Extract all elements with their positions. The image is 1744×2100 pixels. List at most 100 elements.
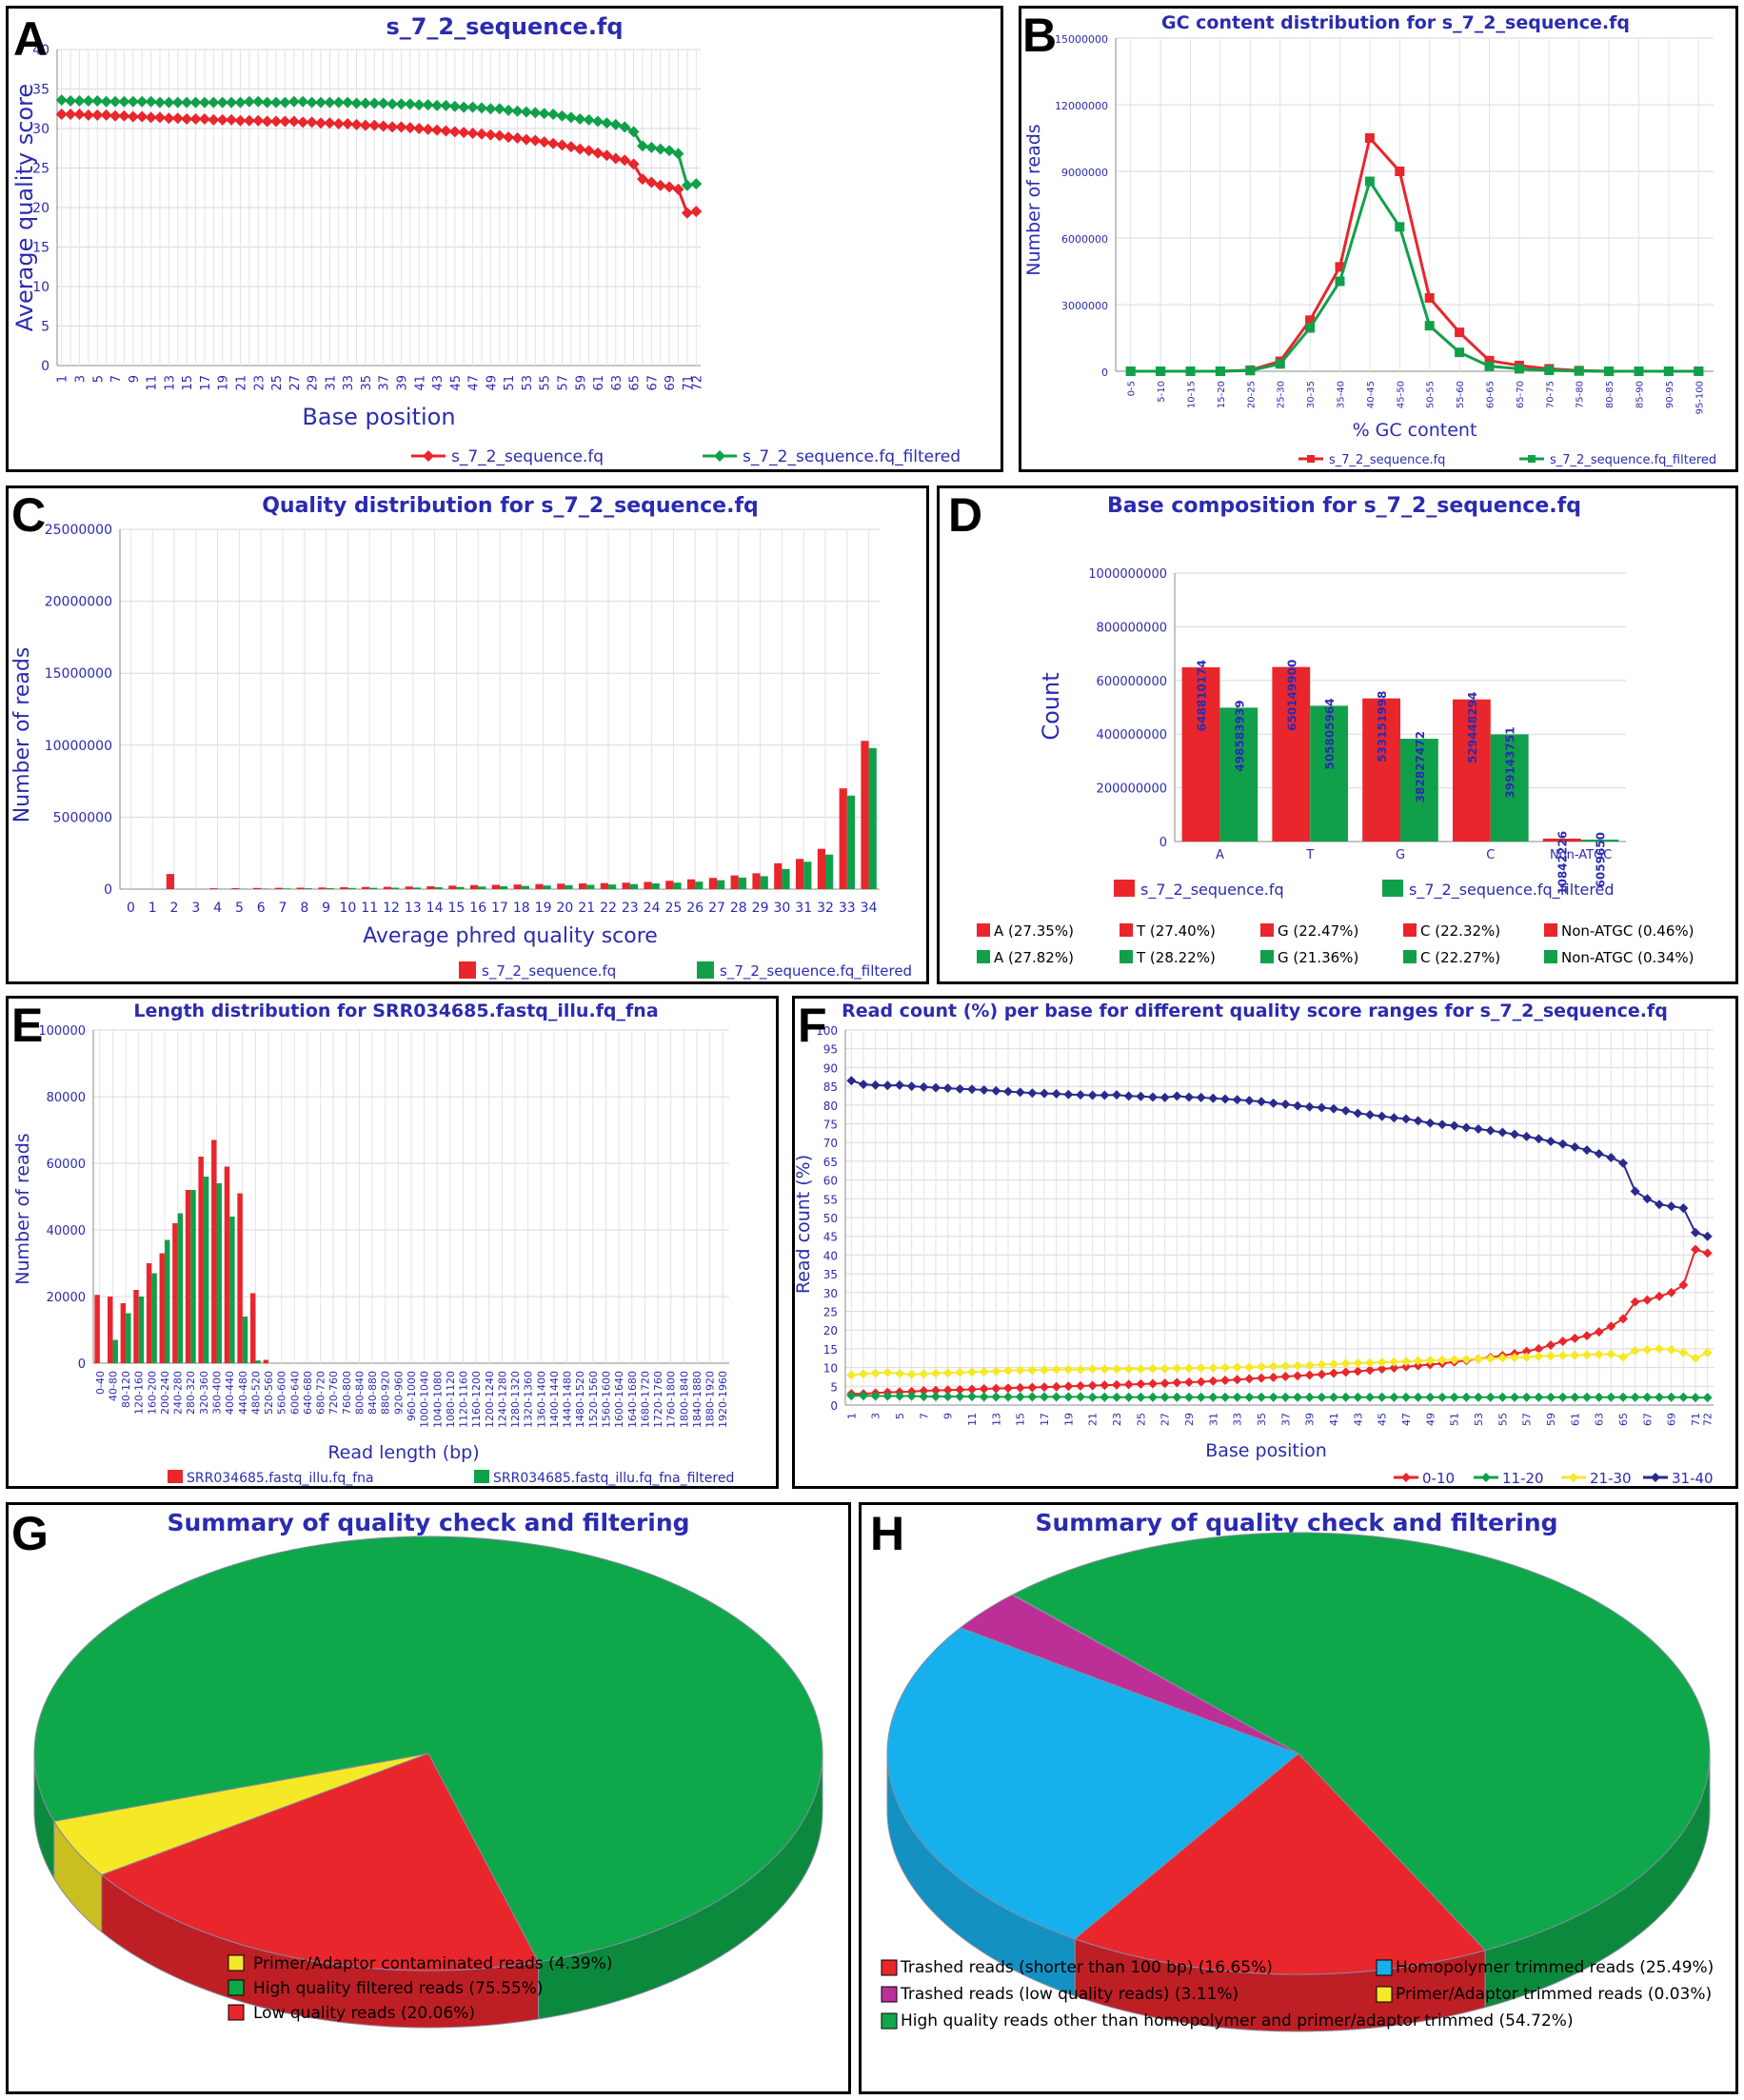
data-point xyxy=(466,127,479,139)
data-point xyxy=(1063,1364,1074,1375)
data-point xyxy=(1395,167,1405,176)
percent-label: Non-ATGC (0.46%) xyxy=(1561,922,1694,940)
x-tick-label: T xyxy=(1305,848,1314,862)
data-point xyxy=(181,96,193,109)
x-tick-label: 3 xyxy=(191,901,200,916)
bar xyxy=(383,886,391,889)
data-point xyxy=(1534,1134,1544,1144)
x-tick-label: G xyxy=(1396,848,1405,862)
bar xyxy=(237,1193,243,1363)
data-point xyxy=(1606,1321,1616,1332)
data-point xyxy=(1353,1357,1363,1368)
data-point xyxy=(882,1080,893,1091)
data-point xyxy=(475,102,487,114)
data-point xyxy=(1449,1355,1459,1365)
bar xyxy=(146,1263,152,1363)
data-point xyxy=(979,1366,989,1377)
y-tick-label: 100000 xyxy=(38,1024,86,1039)
data-point xyxy=(1232,1375,1242,1385)
data-point xyxy=(1389,1392,1399,1402)
data-point xyxy=(350,97,363,109)
data-point xyxy=(1618,1352,1628,1362)
data-point xyxy=(1304,1370,1315,1380)
bar xyxy=(1580,840,1619,842)
data-point xyxy=(967,1367,977,1377)
y-tick-label: 90 xyxy=(823,1061,838,1075)
data-point xyxy=(645,141,658,153)
x-tick-label: 59 xyxy=(574,375,588,391)
y-tick-label: 60 xyxy=(823,1175,838,1188)
x-tick-label: 1 xyxy=(149,901,157,916)
x-tick-label: 30-35 xyxy=(1306,381,1317,408)
data-point xyxy=(1521,1352,1532,1362)
data-point xyxy=(1655,1291,1664,1301)
x-tick-label: 34 xyxy=(861,901,878,916)
x-tick-label: 15 xyxy=(181,375,195,391)
data-point xyxy=(91,109,104,121)
x-tick-label: 12 xyxy=(383,901,400,916)
data-point xyxy=(1184,1363,1194,1374)
legend-swatch xyxy=(1114,880,1135,897)
data-point xyxy=(583,145,595,157)
x-tick-label: 23 xyxy=(622,901,639,916)
x-tick-label: 29 xyxy=(307,375,321,391)
bar xyxy=(242,1317,248,1363)
x-tick-label: 1720-1760 xyxy=(652,1371,664,1428)
data-point xyxy=(226,113,238,126)
data-point xyxy=(1063,1381,1074,1392)
data-point xyxy=(1570,1392,1580,1402)
data-point xyxy=(609,118,622,130)
x-tick-label: 51 xyxy=(503,375,517,391)
data-point xyxy=(870,1368,881,1378)
percent-label: C (22.32%) xyxy=(1420,922,1500,940)
x-tick-label: 0-40 xyxy=(94,1371,107,1395)
data-point xyxy=(324,96,336,109)
data-point xyxy=(1148,1092,1158,1102)
data-point xyxy=(592,115,604,128)
bar xyxy=(673,882,682,889)
data-point xyxy=(895,1080,904,1090)
data-point xyxy=(1546,1339,1556,1350)
data-point xyxy=(592,147,604,159)
panel-label-g: G xyxy=(11,1507,49,1560)
data-point xyxy=(198,96,210,109)
data-point xyxy=(1244,1362,1255,1373)
data-point xyxy=(1015,1392,1025,1402)
x-tick-label: 59 xyxy=(1545,1413,1557,1426)
data-point xyxy=(919,1391,929,1401)
data-point xyxy=(1569,1473,1578,1482)
data-point xyxy=(1220,1362,1230,1373)
data-point xyxy=(1574,366,1584,376)
x-tick-label: 41 xyxy=(413,375,427,391)
data-point xyxy=(991,1366,1001,1377)
panel-b xyxy=(1019,6,1738,472)
data-point xyxy=(1425,1356,1436,1366)
data-point xyxy=(1040,1088,1049,1099)
data-point xyxy=(1123,1091,1134,1101)
data-point xyxy=(466,101,479,113)
x-tick-label: 13 xyxy=(405,901,422,916)
bar xyxy=(730,875,739,889)
data-point xyxy=(627,158,640,170)
data-point xyxy=(1027,1382,1038,1393)
x-tick-label: 1 xyxy=(845,1413,858,1419)
data-point xyxy=(1172,1377,1182,1388)
y-tick-label: 15000000 xyxy=(45,666,112,682)
data-point xyxy=(1087,1380,1098,1391)
x-axis-label: Base position xyxy=(1205,1440,1327,1461)
y-tick-label: 35 xyxy=(823,1268,838,1281)
bar xyxy=(224,1166,230,1363)
data-point xyxy=(226,96,238,109)
data-point xyxy=(672,148,684,160)
percent-label: C (22.27%) xyxy=(1420,949,1500,966)
bar xyxy=(752,873,761,889)
bar xyxy=(1181,667,1220,842)
data-point xyxy=(1594,1149,1604,1159)
data-point xyxy=(1208,1093,1219,1103)
data-point xyxy=(1497,1353,1508,1363)
bar xyxy=(1452,699,1491,842)
data-point xyxy=(1076,1380,1085,1391)
x-tick-label: 37 xyxy=(1279,1413,1292,1426)
x-tick-label: 29 xyxy=(752,901,769,916)
data-point xyxy=(1100,1392,1110,1402)
